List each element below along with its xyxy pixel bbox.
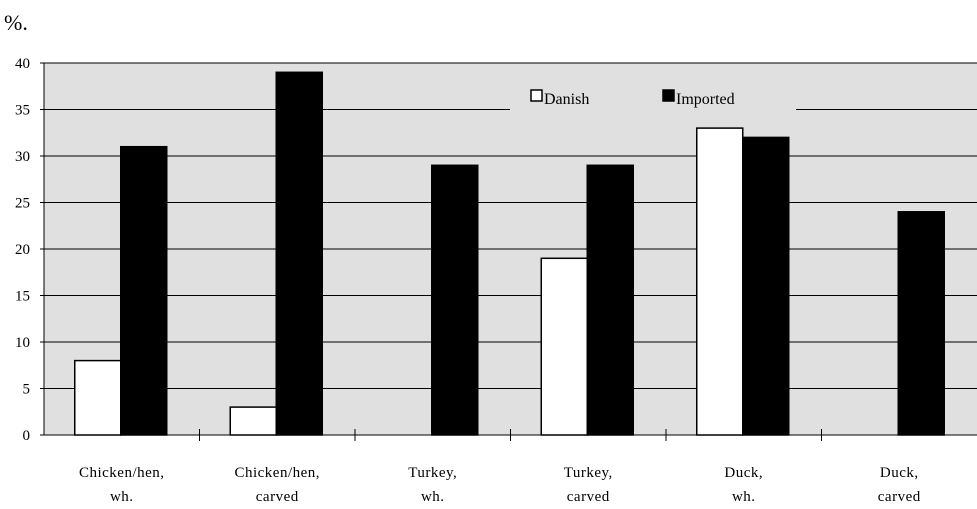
x-axis: Chicken/hen, wh. Chicken/hen, carved Turkey,… xyxy=(43,63,977,505)
x-category-label: carved xyxy=(567,489,610,505)
x-category-label: carved xyxy=(878,489,921,505)
y-tick-label: 5 xyxy=(23,382,31,398)
legend-swatch-danish xyxy=(530,89,543,102)
bar-danish xyxy=(696,127,744,436)
y-tick-label: 0 xyxy=(23,428,31,444)
y-tick-label: 10 xyxy=(15,335,30,351)
y-tick-label: 25 xyxy=(15,196,30,212)
y-tick-label: 20 xyxy=(15,242,30,258)
legend-label-danish: Danish xyxy=(544,91,589,108)
legend-label-imported: Imported xyxy=(676,91,735,108)
bar-imported xyxy=(120,145,168,436)
bar-imported xyxy=(275,71,323,436)
y-tick-label: 15 xyxy=(15,289,30,305)
y-axis-unit-label: %. xyxy=(4,10,28,35)
bar-imported xyxy=(431,164,479,436)
y-tick-label: 30 xyxy=(15,149,30,165)
bar-imported xyxy=(586,164,634,436)
bar-danish xyxy=(74,359,122,436)
bar-imported xyxy=(897,211,945,436)
y-tick-label: 35 xyxy=(15,103,30,119)
x-category-label: wh. xyxy=(732,489,756,505)
bar-danish xyxy=(229,406,277,436)
x-category-label: carved xyxy=(256,489,299,505)
y-tick-label: 40 xyxy=(15,56,30,72)
bar-imported xyxy=(742,136,790,436)
x-category-label: Chicken/hen, xyxy=(234,465,320,481)
legend: Danish Imported xyxy=(510,86,796,116)
bar-danish xyxy=(540,257,588,436)
gridlines xyxy=(44,62,977,389)
x-category-label: Duck, xyxy=(724,465,763,481)
x-category-label: wh. xyxy=(110,489,134,505)
x-category-label: wh. xyxy=(421,489,445,505)
x-category-label: Turkey, xyxy=(564,465,613,481)
x-category-label: Duck, xyxy=(880,465,919,481)
legend-swatch-imported xyxy=(662,89,675,102)
x-category-label: Chicken/hen, xyxy=(79,465,165,481)
bars xyxy=(74,71,945,436)
legend-box xyxy=(510,86,796,116)
x-category-label: Turkey, xyxy=(408,465,457,481)
y-axis-ticks: 0 5 10 15 20 25 30 35 40 xyxy=(15,56,44,444)
